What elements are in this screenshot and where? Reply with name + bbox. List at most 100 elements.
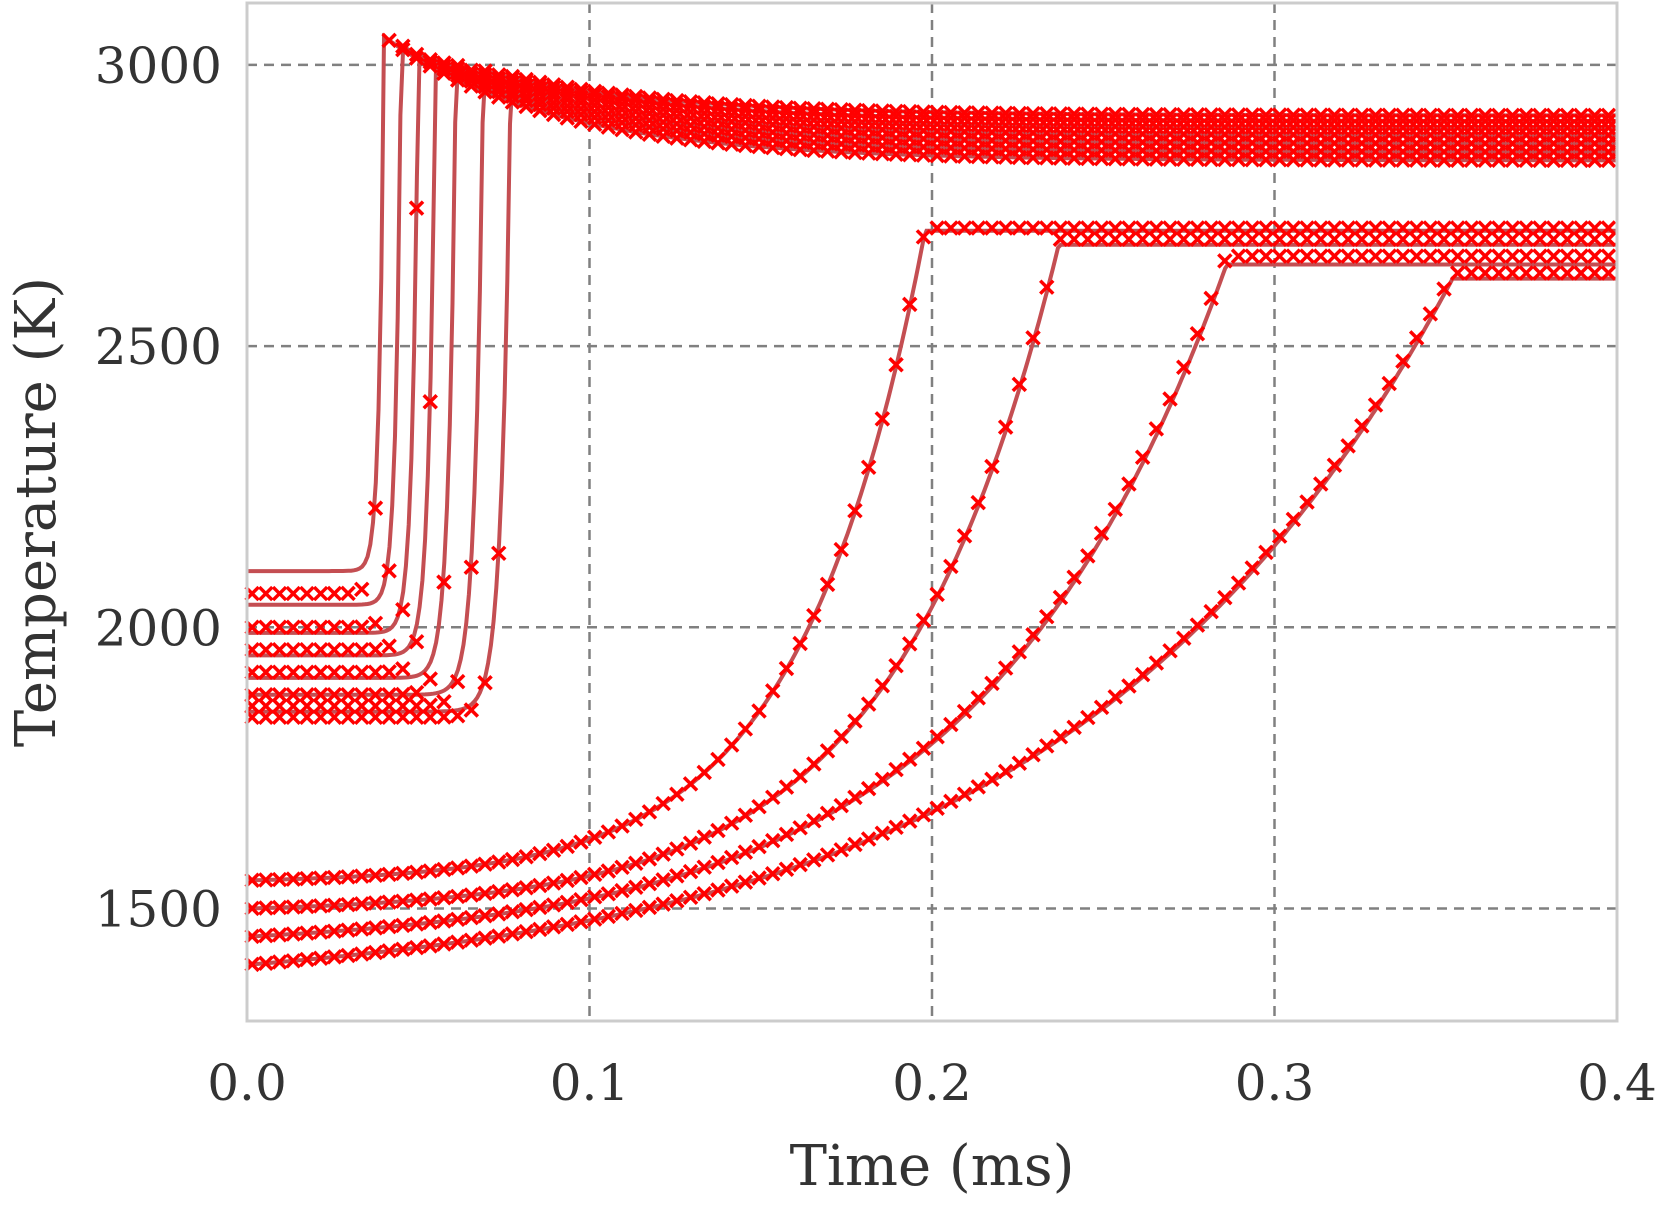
- data-marker: [669, 92, 685, 109]
- data-marker: [778, 861, 795, 878]
- data-marker: [1244, 560, 1260, 576]
- marker-stroke: [340, 698, 356, 714]
- data-marker: [1176, 106, 1192, 123]
- marker-stroke: [710, 822, 726, 839]
- data-marker: [833, 107, 849, 123]
- data-marker: [778, 104, 795, 121]
- x-tick-label: 0.0: [207, 1054, 287, 1112]
- data-marker: [1450, 231, 1466, 247]
- data-marker: [395, 709, 411, 726]
- data-marker: [847, 102, 863, 118]
- marker-stroke: [1299, 112, 1315, 129]
- data-marker: [545, 77, 562, 93]
- data-marker: [1504, 265, 1521, 281]
- data-marker: [1162, 231, 1178, 247]
- marker-stroke: [326, 698, 343, 714]
- marker-stroke: [614, 818, 630, 834]
- marker-stroke: [285, 698, 301, 714]
- marker-stroke: [477, 66, 493, 83]
- marker-stroke: [682, 835, 699, 852]
- data-marker: [628, 902, 644, 919]
- data-marker: [628, 103, 644, 120]
- marker-stroke: [1422, 220, 1439, 236]
- marker-stroke: [1203, 231, 1219, 247]
- marker-stroke: [1285, 511, 1302, 528]
- data-marker: [340, 664, 356, 681]
- data-marker: [1340, 438, 1356, 454]
- marker-stroke: [258, 900, 274, 916]
- data-marker: [312, 709, 329, 726]
- data-marker: [806, 813, 822, 829]
- data-marker: [833, 728, 849, 745]
- data-marker: [367, 500, 384, 516]
- data-marker: [696, 764, 712, 781]
- marker-stroke: [1518, 220, 1534, 236]
- marker-stroke: [970, 690, 986, 706]
- marker-stroke: [1545, 220, 1562, 236]
- data-marker: [696, 95, 712, 111]
- marker-stroke: [312, 698, 329, 714]
- marker-stroke: [915, 612, 932, 628]
- data-marker: [723, 101, 740, 117]
- marker-stroke: [299, 619, 315, 636]
- data-marker: [833, 842, 849, 858]
- data-marker: [655, 95, 671, 112]
- data-marker: [299, 619, 315, 636]
- marker-stroke: [545, 919, 562, 935]
- data-marker: [1080, 106, 1096, 122]
- marker-stroke: [545, 842, 562, 858]
- marker-stroke: [1271, 112, 1288, 129]
- data-marker: [340, 922, 356, 938]
- marker-stroke: [1285, 248, 1302, 264]
- data-marker: [997, 220, 1014, 236]
- data-marker: [792, 768, 808, 784]
- marker-stroke: [504, 904, 521, 920]
- marker-stroke: [299, 870, 315, 887]
- data-marker: [819, 576, 836, 593]
- marker-stroke: [449, 934, 466, 950]
- marker-stroke: [792, 635, 808, 652]
- data-marker: [258, 687, 274, 703]
- marker-stroke: [1134, 112, 1151, 128]
- marker-stroke: [1422, 113, 1439, 129]
- marker-stroke: [1491, 220, 1507, 236]
- data-marker: [518, 848, 534, 865]
- marker-stroke: [367, 867, 384, 884]
- marker-stroke: [655, 95, 671, 112]
- marker-stroke: [285, 899, 301, 915]
- marker-stroke: [1518, 248, 1534, 264]
- marker-stroke: [285, 953, 301, 969]
- data-marker: [299, 585, 315, 602]
- data-marker: [1422, 306, 1439, 322]
- marker-stroke: [1559, 220, 1576, 236]
- data-marker: [381, 698, 397, 714]
- marker-stroke: [1107, 106, 1123, 123]
- data-marker: [367, 867, 384, 884]
- marker-stroke: [271, 687, 288, 703]
- marker-stroke: [751, 103, 767, 119]
- data-marker: [1436, 248, 1452, 264]
- marker-stroke: [1326, 113, 1343, 129]
- data-marker: [1491, 107, 1507, 124]
- data-marker: [1367, 220, 1384, 236]
- marker-stroke: [1600, 265, 1617, 281]
- data-marker: [641, 875, 658, 892]
- marker-stroke: [518, 71, 534, 88]
- data-marker: [1587, 113, 1603, 129]
- marker-stroke: [1395, 248, 1411, 264]
- marker-stroke: [1299, 220, 1315, 236]
- marker-stroke: [874, 825, 891, 841]
- y-tick-label: 2000: [95, 599, 222, 657]
- marker-stroke: [1148, 421, 1165, 437]
- data-marker: [806, 607, 822, 624]
- data-marker: [1367, 248, 1384, 264]
- marker-stroke: [395, 686, 411, 703]
- data-marker: [422, 891, 438, 907]
- marker-stroke: [1313, 112, 1329, 129]
- data-marker: [1148, 220, 1165, 236]
- marker-stroke: [902, 296, 918, 313]
- data-marker: [956, 104, 973, 121]
- marker-stroke: [1066, 719, 1082, 736]
- data-marker: [655, 896, 671, 912]
- marker-stroke: [1422, 231, 1439, 247]
